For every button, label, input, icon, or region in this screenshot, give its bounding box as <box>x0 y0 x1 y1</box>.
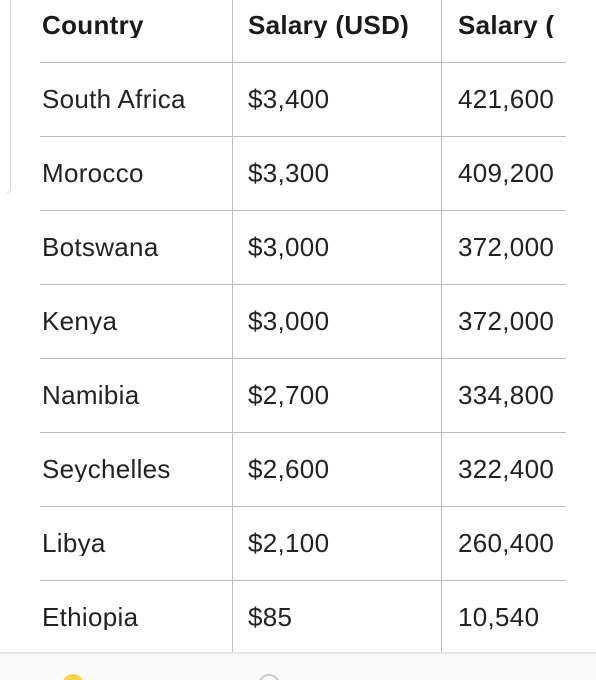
table-cell: $85 <box>248 604 293 630</box>
table-cell: 322,400 <box>458 456 555 482</box>
table-cell: 334,800 <box>458 382 555 408</box>
row-divider <box>40 580 566 581</box>
header-cell: Salary (USD) <box>248 12 410 38</box>
row-divider <box>40 432 566 433</box>
row-divider <box>40 210 566 211</box>
table-cell: 372,000 <box>458 234 555 260</box>
row-divider <box>40 358 566 359</box>
table-cell: South Africa <box>42 86 186 112</box>
table-cell: 10,540 <box>458 604 540 630</box>
row-divider <box>40 136 566 137</box>
column-divider <box>441 0 442 652</box>
header-cell: Country <box>42 12 144 38</box>
table-cell: Kenya <box>42 308 118 334</box>
row-divider <box>40 506 566 507</box>
row-divider <box>40 284 566 285</box>
table-cell: Morocco <box>42 160 144 186</box>
table-cell: $3,300 <box>248 160 330 186</box>
table-cell: $3,000 <box>248 308 330 334</box>
table-cell: Namibia <box>42 382 140 408</box>
table-cell: 421,600 <box>458 86 555 112</box>
row-divider <box>40 62 566 63</box>
table-cell: 372,000 <box>458 308 555 334</box>
table-cell: Libya <box>42 530 106 556</box>
table-cell: $2,600 <box>248 456 330 482</box>
table-cell: Ethiopia <box>42 604 139 630</box>
reaction-icon <box>62 674 84 680</box>
table-cell: Botswana <box>42 234 159 260</box>
header-cell: Salary ( <box>458 12 555 38</box>
table-cell: $2,100 <box>248 530 330 556</box>
table-cell: $3,400 <box>248 86 330 112</box>
table-cell: Seychelles <box>42 456 171 482</box>
table-cell: $3,000 <box>248 234 330 260</box>
column-divider <box>232 0 233 652</box>
table-cell: $2,700 <box>248 382 330 408</box>
table-cell: 260,400 <box>458 530 555 556</box>
footer-bar <box>0 652 596 680</box>
table-cell: 409,200 <box>458 160 555 186</box>
panel-edge <box>7 0 11 193</box>
